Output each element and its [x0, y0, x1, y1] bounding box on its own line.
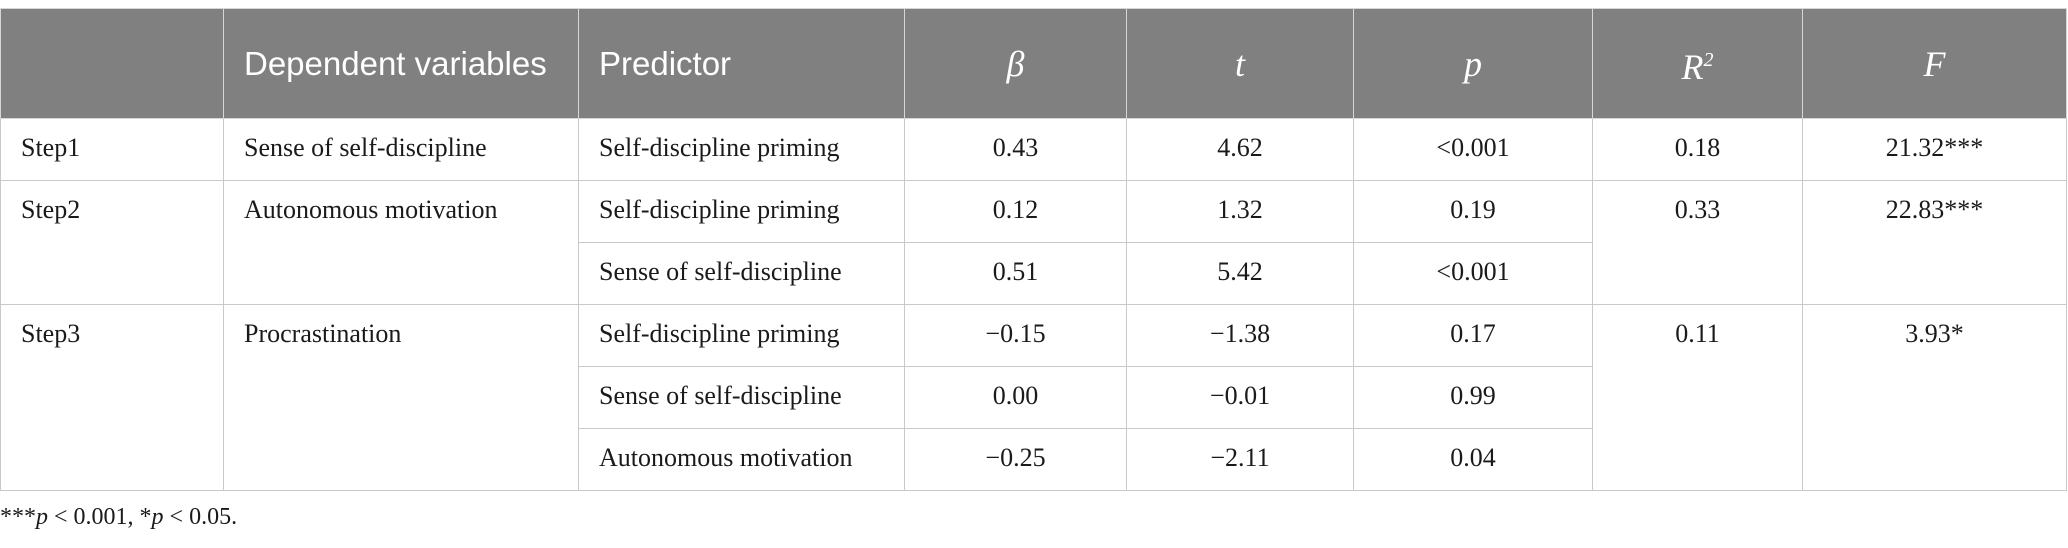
predictor-cell: Autonomous motivation [578, 428, 905, 491]
beta-cell: −0.15 [904, 304, 1127, 367]
beta-cell: 0.12 [904, 180, 1127, 243]
r-squared-cell: 0.33 [1592, 180, 1803, 305]
beta-cell: −0.25 [904, 428, 1127, 491]
table-header: Dependent variables Predictor β t p R2 F [0, 8, 2067, 119]
step-cell: Step1 [0, 118, 224, 181]
table-body: Step1 Sense of self-discipline Self-disc… [0, 118, 2067, 491]
beta-cell: 0.51 [904, 242, 1127, 305]
header-f: F [1802, 8, 2067, 119]
header-step [0, 8, 224, 119]
predictor-cell: Self-discipline priming [578, 304, 905, 367]
r-squared-cell: 0.11 [1592, 304, 1803, 491]
p-cell: 0.19 [1353, 180, 1593, 243]
header-r-squared-exponent: 2 [1703, 49, 1714, 71]
p-cell: <0.001 [1353, 242, 1593, 305]
t-cell: 5.42 [1126, 242, 1354, 305]
footnote-text-2: < 0.05. [163, 504, 238, 530]
table-footnote: ***p < 0.001, *p < 0.05. [0, 504, 237, 531]
table-row: Autonomous motivation −0.25 −2.11 0.04 [1, 428, 2067, 491]
predictor-cell: Self-discipline priming [578, 118, 905, 181]
predictor-cell: Sense of self-discipline [578, 366, 905, 429]
dependent-variable-cell: Autonomous motivation [223, 180, 579, 305]
t-cell: −0.01 [1126, 366, 1354, 429]
header-row: Dependent variables Predictor β t p R2 F [0, 8, 2067, 119]
header-t: t [1126, 8, 1354, 119]
t-cell: 1.32 [1126, 180, 1354, 243]
f-cell: 3.93* [1802, 304, 2067, 491]
header-beta: β [904, 8, 1127, 119]
regression-table: Dependent variables Predictor β t p R2 F… [0, 8, 2067, 491]
step-cell: Step3 [0, 304, 224, 491]
r-squared-cell: 0.18 [1592, 118, 1803, 181]
table-row: Sense of self-discipline 0.00 −0.01 0.99 [1, 366, 2067, 429]
beta-cell: 0.43 [904, 118, 1127, 181]
footnote-text-1: < 0.001, * [48, 504, 152, 530]
step-cell: Step2 [0, 180, 224, 305]
dependent-variable-cell: Procrastination [223, 304, 579, 491]
header-r-squared: R2 [1592, 8, 1803, 119]
t-cell: 4.62 [1126, 118, 1354, 181]
beta-cell: 0.00 [904, 366, 1127, 429]
p-cell: 0.99 [1353, 366, 1593, 429]
header-p: p [1353, 8, 1593, 119]
footnote-stars-1: *** [0, 504, 36, 530]
predictor-cell: Self-discipline priming [578, 180, 905, 243]
header-predictor: Predictor [578, 8, 905, 119]
p-cell: 0.17 [1353, 304, 1593, 367]
header-r-squared-base: R [1681, 47, 1704, 87]
dependent-variable-cell: Sense of self-discipline [223, 118, 579, 181]
f-cell: 21.32*** [1802, 118, 2067, 181]
table-row: Step2 Autonomous motivation Self-discipl… [0, 180, 2067, 305]
t-cell: −1.38 [1126, 304, 1354, 367]
predictor-cell: Sense of self-discipline [578, 242, 905, 305]
table-row: Step1 Sense of self-discipline Self-disc… [0, 118, 2067, 181]
regression-table-container: Dependent variables Predictor β t p R2 F… [0, 8, 2067, 491]
header-dependent-variables: Dependent variables [223, 8, 579, 119]
table-row: Step3 Procrastination Self-discipline pr… [0, 304, 2067, 491]
footnote-p-2: p [151, 504, 164, 530]
p-cell: <0.001 [1353, 118, 1593, 181]
p-cell: 0.04 [1353, 428, 1593, 491]
f-cell: 22.83*** [1802, 180, 2067, 305]
footnote-p-1: p [36, 504, 48, 530]
t-cell: −2.11 [1126, 428, 1354, 491]
